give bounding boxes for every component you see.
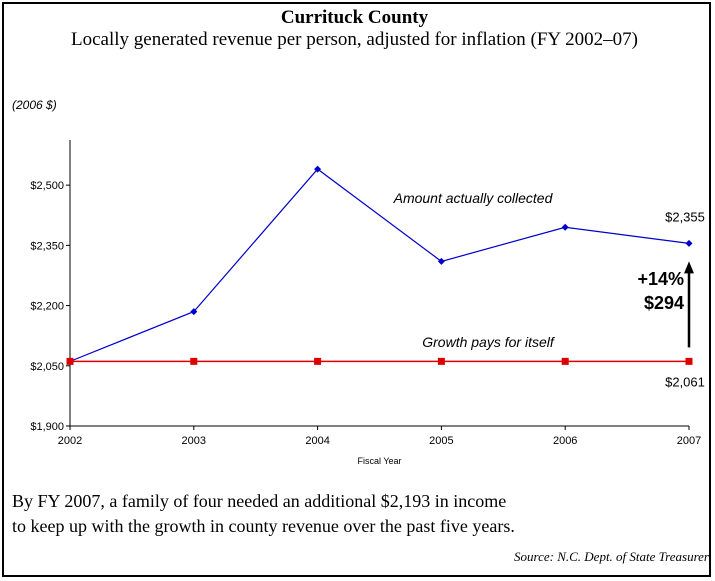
data-point [314, 357, 322, 365]
data-label: $2,355 [665, 209, 705, 224]
data-point [685, 239, 693, 247]
data-label: $2,061 [665, 374, 705, 389]
change-amount-label: $294 [644, 293, 684, 313]
change-arrow-head [684, 261, 694, 274]
data-point [685, 357, 693, 365]
chart-title: Currituck County [280, 7, 429, 28]
y-tick-label: $2,200 [30, 301, 64, 313]
series-line [69, 168, 690, 362]
x-tick-label: 2002 [58, 435, 82, 447]
series-layer [66, 165, 693, 365]
data-point [190, 308, 198, 316]
chart-subtitle: Locally generated revenue per person, ad… [71, 29, 638, 50]
data-point [561, 223, 569, 231]
footer-line-1: By FY 2007, a family of four needed an a… [12, 491, 507, 511]
data-point [190, 357, 198, 365]
x-tick-label: 2005 [429, 435, 453, 447]
change-percent-label: +14% [637, 269, 684, 289]
series-label: Amount actually collected [393, 190, 554, 206]
data-point [561, 357, 569, 365]
x-tick-label: 2003 [182, 435, 206, 447]
y-tick-label: $2,350 [30, 240, 64, 252]
labels-layer: Amount actually collected Growth pays for… [393, 190, 705, 389]
y-tick-label: $1,900 [30, 421, 64, 433]
series-label: Growth pays for itself [422, 334, 556, 350]
data-point [437, 357, 445, 365]
x-tick-label: 2004 [305, 435, 329, 447]
footer-line-2: to keep up with the growth in county rev… [12, 516, 515, 536]
source-note: Source: N.C. Dept. of State Treasurer [514, 549, 709, 564]
data-point [314, 165, 322, 173]
x-tick-label: 2007 [677, 435, 701, 447]
y-tick-label: $2,500 [30, 180, 64, 192]
data-point [66, 357, 74, 365]
x-axis-title: Fiscal Year [357, 456, 401, 466]
data-point [437, 257, 445, 265]
x-tick-label: 2006 [553, 435, 577, 447]
unit-note: (2006 $) [12, 98, 57, 112]
y-tick-label: $2,050 [30, 361, 64, 373]
axes: $1,900 $2,050 $2,200 $2,350 $2,500 2002 2003 20… [30, 140, 701, 466]
